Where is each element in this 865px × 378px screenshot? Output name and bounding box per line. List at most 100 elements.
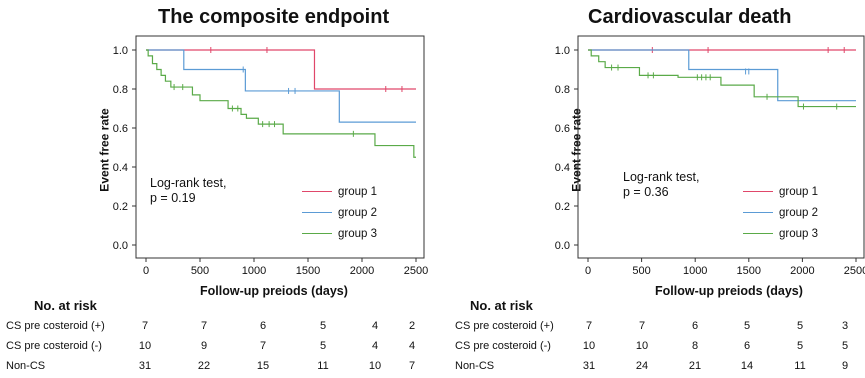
plot-frame (577, 35, 865, 259)
x-tick-label: 1500 (737, 265, 761, 277)
log-rank-pvalue: p = 0.19 (150, 191, 196, 205)
risk-count: 8 (691, 340, 699, 352)
legend-label: group 1 (779, 186, 819, 198)
risk-row-label: CS pre costeroid (-) (6, 340, 102, 352)
km-curve-group-3 (146, 49, 416, 158)
risk-count: 14 (740, 360, 754, 372)
risk-count: 6 (691, 320, 699, 332)
chart-title: Cardiovascular death (588, 6, 792, 28)
risk-row-label: CS pre costeroid (+) (6, 320, 105, 332)
risk-count: 15 (256, 360, 270, 372)
risk-row-label: CS pre costeroid (-) (455, 340, 551, 352)
y-tick-label: 0.0 (113, 240, 128, 252)
log-rank-annotation: Log-rank test, p = 0.19 (150, 176, 226, 206)
legend-label: group 2 (779, 207, 819, 219)
y-tick-label: 0.6 (555, 123, 570, 135)
risk-count: 5 (796, 320, 804, 332)
legend-label: group 2 (338, 207, 378, 219)
km-curve-group-2 (146, 49, 416, 123)
risk-count: 10 (635, 340, 649, 352)
legend-swatch (302, 212, 332, 214)
log-rank-pvalue: p = 0.36 (623, 185, 669, 199)
legend-swatch (743, 233, 773, 235)
km-curve-group-3 (588, 49, 856, 108)
y-tick-label: 0.8 (113, 84, 128, 96)
risk-count: 11 (794, 360, 806, 372)
y-tick-label: 0.0 (555, 240, 570, 252)
x-tick-label: 2000 (790, 265, 814, 277)
risk-count: 4 (371, 320, 379, 332)
legend-item-group-1: group 1 (302, 186, 377, 198)
legend-swatch (302, 233, 332, 235)
risk-row-label: Non-CS (455, 360, 495, 372)
km-curve-group-1 (146, 49, 416, 90)
y-tick-label: 0.4 (555, 162, 570, 174)
risk-count: 31 (138, 360, 152, 372)
x-tick-label: 2500 (844, 265, 865, 277)
risk-count: 3 (841, 320, 849, 332)
risk-count: 6 (743, 340, 751, 352)
x-tick-label: 2500 (404, 265, 428, 277)
legend-item-group-2: group 2 (302, 207, 377, 219)
risk-count: 10 (368, 360, 382, 372)
risk-count: 24 (635, 360, 649, 372)
risk-count: 21 (688, 360, 702, 372)
risk-row-label: Non-CS (6, 360, 46, 372)
risk-row-label: CS pre costeroid (+) (455, 320, 554, 332)
y-tick-label: 0.2 (113, 201, 128, 213)
x-tick-label: 0 (143, 265, 149, 277)
risk-count: 22 (197, 360, 211, 372)
risk-count: 5 (743, 320, 751, 332)
risk-count: 10 (138, 340, 152, 352)
legend-item-group-3: group 3 (302, 228, 377, 240)
legend-label: group 1 (338, 186, 378, 198)
legend-label: group 3 (779, 228, 819, 240)
y-tick-label: 0.6 (113, 123, 128, 135)
chart-title: The composite endpoint (158, 6, 390, 28)
risk-count: 7 (408, 360, 416, 372)
y-tick-label: 0.8 (555, 84, 570, 96)
log-rank-title: Log-rank test, (150, 176, 227, 190)
risk-count: 5 (796, 340, 804, 352)
km-plot-cv-death: 0.0 0.2 0.4 0.6 0.8 1.0 0 500 1000 1500 2000 2500 (555, 35, 865, 277)
km-curve-group-2 (588, 49, 856, 102)
legend-swatch (743, 212, 773, 214)
risk-count: 2 (408, 320, 416, 332)
risk-count: 7 (259, 340, 267, 352)
plot-frame (135, 35, 425, 259)
y-tick-label: 0.2 (555, 201, 570, 213)
legend-item-group-2: group 2 (743, 207, 818, 219)
x-tick-label: 0 (585, 265, 591, 277)
risk-count: 4 (408, 340, 416, 352)
risk-count: 11 (317, 360, 329, 372)
y-tick-label: 1.0 (555, 45, 570, 57)
risk-count: 9 (200, 340, 208, 352)
legend-swatch (302, 191, 332, 193)
chart-panel-cv-death: Cardiovascular death Event free rate 0.0… (433, 0, 865, 378)
risk-count: 9 (841, 360, 849, 372)
x-tick-label: 1000 (242, 265, 266, 277)
log-rank-title: Log-rank test, (623, 170, 700, 184)
x-tick-label: 1000 (683, 265, 707, 277)
chart-panel-composite: The composite endpoint Event free rate 0… (0, 0, 432, 378)
risk-count: 5 (841, 340, 849, 352)
risk-count: 31 (582, 360, 596, 372)
risk-count: 7 (141, 320, 149, 332)
km-plot-composite: 0.0 0.2 0.4 0.6 0.8 1.0 0 500 1000 1500 2000 2500 (113, 35, 428, 277)
x-tick-label: 500 (632, 265, 650, 277)
risk-count: 5 (319, 320, 327, 332)
x-tick-label: 1500 (296, 265, 320, 277)
risk-count: 7 (200, 320, 208, 332)
y-tick-label: 1.0 (113, 45, 128, 57)
risk-count: 5 (319, 340, 327, 352)
risk-count: 10 (582, 340, 596, 352)
risk-count: 7 (585, 320, 593, 332)
risk-count: 7 (638, 320, 646, 332)
risk-count: 4 (371, 340, 379, 352)
risk-table-header: No. at risk (34, 298, 97, 313)
risk-count: 6 (259, 320, 267, 332)
legend-item-group-3: group 3 (743, 228, 818, 240)
legend-label: group 3 (338, 228, 378, 240)
x-tick-label: 500 (191, 265, 209, 277)
log-rank-annotation: Log-rank test, p = 0.36 (623, 170, 699, 200)
